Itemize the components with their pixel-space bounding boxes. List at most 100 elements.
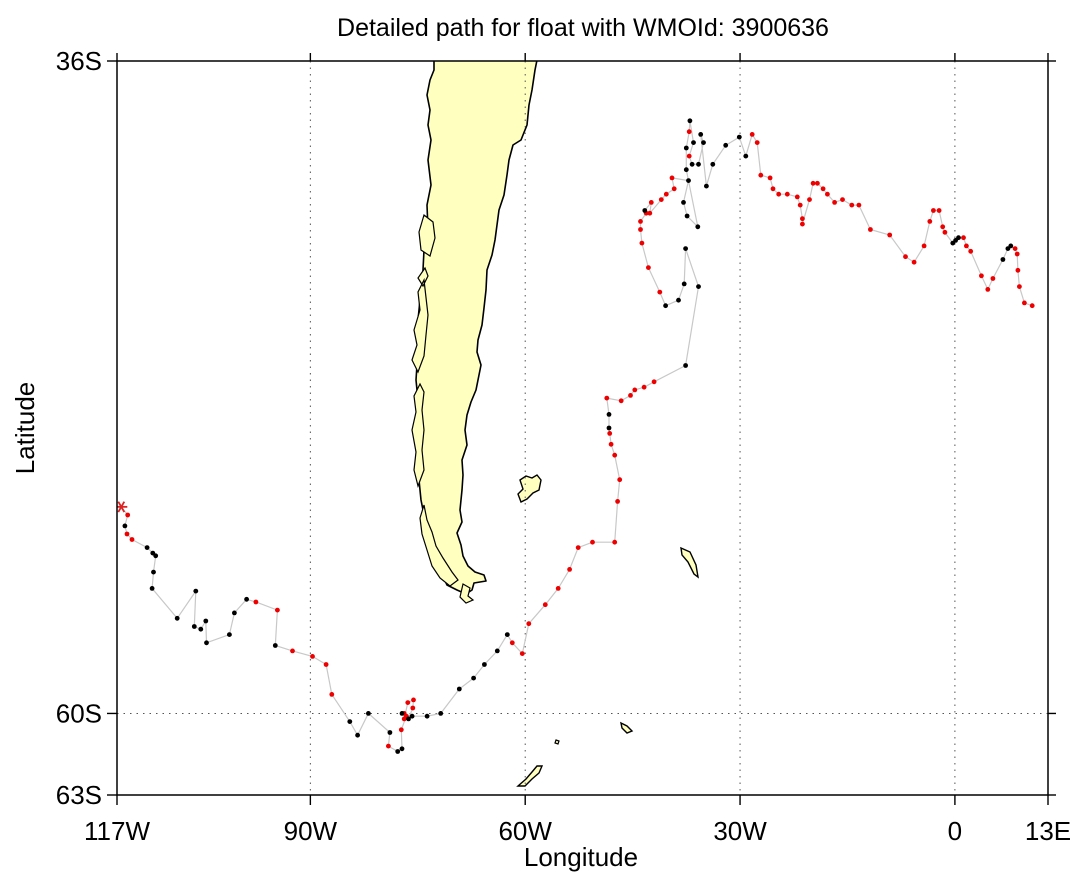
y-tick-label: 36S — [56, 46, 102, 76]
float-position-point — [770, 186, 776, 192]
small-islet — [554, 739, 560, 745]
float-position-point — [689, 161, 695, 167]
chile-fjord-islands — [411, 213, 475, 604]
float-position-point — [198, 626, 204, 632]
float-position-point — [542, 602, 548, 608]
float-position-point — [272, 643, 278, 648]
float-position-point — [504, 632, 510, 637]
float-position-point — [144, 545, 150, 550]
float-position-point — [927, 219, 933, 224]
float-position-point — [695, 224, 701, 230]
float-position-point — [647, 210, 653, 216]
x-tick-label: 30W — [713, 816, 767, 846]
float-position-point — [290, 648, 295, 654]
float-position-point — [849, 202, 855, 208]
float-position-point — [985, 287, 991, 292]
float-position-point — [683, 145, 689, 151]
float-position-point — [124, 531, 130, 537]
float-position-point — [669, 175, 675, 181]
float-position-point — [800, 221, 805, 227]
float-position-point — [1029, 303, 1035, 309]
float-position-point — [323, 662, 329, 667]
float-position-point — [681, 281, 687, 287]
float-position-point — [638, 227, 643, 232]
falkland-islands — [517, 474, 542, 503]
float-position-point — [355, 732, 360, 738]
float-position-point — [698, 132, 704, 137]
float-position-point — [696, 161, 701, 167]
float-position-point — [253, 599, 259, 605]
float-position-point — [1015, 267, 1021, 273]
float-position-point — [612, 539, 618, 545]
float-position-point — [567, 567, 572, 572]
float-position-point — [684, 213, 690, 219]
float-position-point — [651, 379, 657, 385]
float-position-point — [395, 749, 401, 754]
float-position-point — [686, 178, 691, 184]
float-position-point — [1017, 284, 1022, 289]
float-position-point — [815, 180, 820, 186]
float-position-point — [990, 276, 996, 281]
float-position-point — [800, 216, 805, 222]
float-position-point — [648, 200, 654, 205]
float-position-point — [754, 140, 760, 146]
float-position-point — [736, 134, 742, 140]
float-position-point — [911, 259, 917, 265]
float-position-point — [856, 202, 862, 208]
y-tick-label: 63S — [56, 780, 102, 810]
float-position-point — [509, 640, 515, 646]
float-position-point — [968, 248, 974, 254]
float-position-point — [399, 711, 405, 716]
float-position-point — [1000, 257, 1006, 262]
float-position-point — [424, 713, 430, 719]
float-position-point — [125, 512, 131, 518]
float-position-point — [410, 705, 416, 711]
float-position-point — [696, 284, 701, 289]
float-position-point — [956, 235, 961, 241]
map-frame — [116, 60, 1049, 796]
float-position-point — [794, 194, 800, 200]
float-position-point — [663, 191, 669, 197]
float-position-point — [940, 224, 946, 230]
float-position-point — [122, 523, 128, 529]
x-tick-label: 117W — [84, 816, 150, 846]
float-position-point — [612, 452, 618, 458]
float-position-point — [704, 183, 709, 189]
float-position-point — [366, 711, 371, 716]
float-position-point — [776, 191, 782, 197]
x-tick-label: 13E — [1025, 816, 1071, 846]
float-track-line — [120, 120, 1033, 753]
float-position-point — [1008, 243, 1014, 249]
float-position-point — [840, 197, 845, 203]
graticule — [117, 61, 1048, 795]
float-position-point — [275, 607, 280, 613]
float-position-point — [608, 441, 614, 447]
float-position-point — [519, 651, 525, 656]
float-position-point — [405, 700, 411, 705]
float-position-point — [482, 662, 487, 667]
float-position-point — [671, 186, 677, 192]
float-position-point — [1022, 300, 1027, 306]
float-position-point — [617, 477, 623, 483]
x-tick-label: 60W — [498, 816, 552, 846]
float-position-point — [691, 140, 696, 146]
float-position-point — [683, 167, 689, 173]
float-position-point — [590, 539, 595, 545]
float-position-point — [438, 711, 444, 716]
float-position-point — [936, 208, 942, 213]
float-position-point — [979, 273, 984, 279]
float-position-point — [686, 129, 692, 135]
map-title: Detailed path for float with WMOId: 3900… — [337, 14, 829, 42]
float-position-point — [149, 586, 155, 591]
float-position-point — [174, 615, 180, 621]
float-position-point — [964, 243, 969, 249]
float-position-point — [642, 208, 648, 213]
float-position-point — [1012, 246, 1018, 252]
float-position-point — [129, 537, 135, 542]
float-position-point — [618, 398, 624, 404]
float-position-point — [810, 180, 816, 186]
float-position-point — [398, 727, 404, 733]
float-position-point — [555, 586, 561, 591]
axis-ticks — [107, 53, 1056, 805]
